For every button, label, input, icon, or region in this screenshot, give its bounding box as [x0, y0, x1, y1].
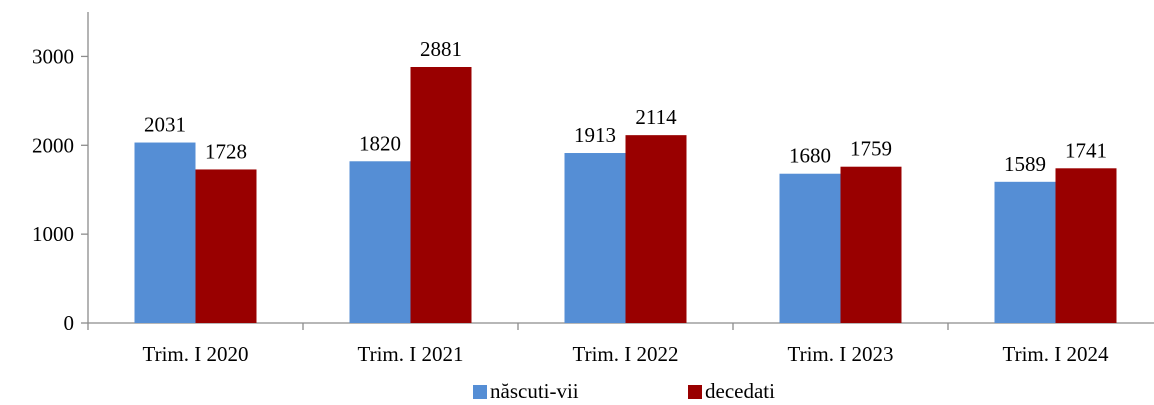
data-label: 1680 — [789, 144, 831, 168]
y-tick-label: 2000 — [32, 133, 74, 157]
y-axis-ticks: 0 1000 2000 3000 — [32, 44, 88, 335]
legend-swatch — [688, 385, 702, 399]
data-label: 2881 — [420, 37, 462, 61]
bar-nascuti-vii — [564, 153, 626, 323]
bar-decedati — [625, 135, 687, 323]
category-labels: Trim. I 2020 Trim. I 2021 Trim. I 2022 Trim… — [143, 342, 1109, 366]
data-label: 1728 — [205, 139, 247, 163]
x-axis-ticks — [87, 323, 949, 330]
x-category-label: Trim. I 2024 — [1003, 342, 1109, 366]
legend-swatch — [473, 385, 487, 399]
bar-decedati — [1055, 168, 1117, 323]
data-label: 1820 — [359, 131, 401, 155]
y-tick-label: 0 — [64, 311, 75, 335]
y-tick-label: 1000 — [32, 222, 74, 246]
legend-label: decedati — [705, 379, 775, 403]
bars — [134, 67, 1117, 324]
x-category-label: Trim. I 2020 — [143, 342, 249, 366]
data-labels: 2031 1728 1820 2881 1913 2114 1680 1759 1589 1741 — [144, 37, 1107, 176]
bar-nascuti-vii — [994, 181, 1056, 323]
data-label: 2114 — [635, 105, 677, 129]
x-category-label: Trim. I 2022 — [573, 342, 679, 366]
x-category-label: Trim. I 2023 — [788, 342, 894, 366]
data-label: 1589 — [1004, 152, 1046, 176]
legend-label: născuti-vii — [490, 379, 579, 403]
data-label: 2031 — [144, 113, 186, 137]
data-label: 1741 — [1065, 138, 1107, 162]
bar-nascuti-vii — [134, 142, 196, 323]
legend: născuti-vii decedati — [473, 379, 775, 403]
data-label: 1759 — [850, 137, 892, 161]
bar-decedati — [840, 166, 902, 323]
bar-nascuti-vii — [779, 173, 841, 323]
bar-decedati — [195, 169, 257, 323]
x-category-label: Trim. I 2021 — [358, 342, 464, 366]
bar-decedati — [410, 67, 472, 324]
y-tick-label: 3000 — [32, 44, 74, 68]
bar-nascuti-vii — [349, 161, 411, 323]
data-label: 1913 — [574, 123, 616, 147]
